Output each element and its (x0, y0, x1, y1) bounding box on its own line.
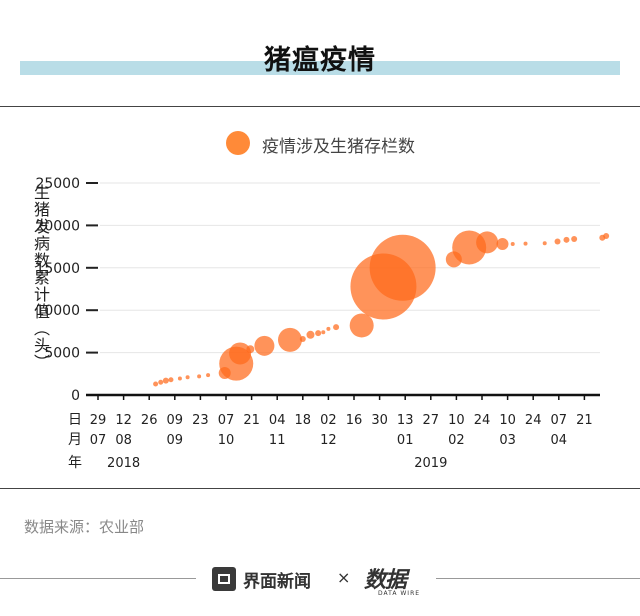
footer: 界面新闻 × 数据 DATA WIRE (0, 560, 640, 600)
x-day-label: 27 (423, 413, 440, 428)
x-day-label: 18 (295, 413, 312, 428)
bubble (197, 374, 202, 379)
legend-marker (226, 131, 250, 155)
bubble-chart: 0 5000 10000 15000 20000 25000 29 12 26 09 23 07 21… (35, 176, 610, 471)
x-day-label: 16 (346, 413, 363, 428)
bubble (315, 330, 322, 337)
x-day-label: 07 (218, 413, 235, 428)
bubble (206, 373, 211, 378)
axis-prefix-label: 年 (68, 455, 82, 471)
axis-prefix-label: 月 (68, 432, 82, 448)
x-day-label: 26 (141, 413, 158, 428)
x-month-label: 07 (90, 433, 107, 448)
x-month-label: 08 (115, 433, 132, 448)
bubble (158, 379, 164, 385)
divider-bottom (0, 488, 640, 489)
bubble (168, 377, 174, 383)
divider-top (0, 106, 640, 107)
bubble (496, 238, 509, 251)
y-tick-label: 5000 (44, 346, 80, 362)
bubble (476, 231, 499, 254)
bubble (542, 241, 547, 246)
bubble (177, 376, 182, 381)
axis-prefix-label: 日 (68, 412, 82, 428)
y-tick-label: 10000 (35, 303, 80, 319)
y-tick-label: 20000 (35, 218, 80, 234)
x-day-label: 09 (167, 413, 184, 428)
y-tick-label: 25000 (35, 176, 80, 192)
footer-line-right (436, 578, 640, 579)
x-month-label: 04 (551, 433, 568, 448)
partner-logo: 数据 (364, 568, 407, 593)
header: 猪瘟疫情 (0, 0, 640, 108)
x-day-label: 02 (320, 413, 337, 428)
x-day-label: 12 (115, 413, 132, 428)
bubble (299, 336, 306, 343)
bubble (571, 235, 578, 242)
x-month-label: 12 (320, 433, 337, 448)
bubble (563, 236, 570, 243)
partner-logo-sub: DATA WIRE (378, 590, 421, 597)
y-tick-label: 15000 (35, 261, 80, 277)
jiemian-brand: 界面新闻 (243, 572, 311, 592)
x-day-label: 21 (576, 413, 593, 428)
x-month-label: 03 (499, 433, 516, 448)
bubble (510, 242, 515, 247)
bubble (306, 330, 315, 339)
x-day-label: 29 (90, 413, 107, 428)
x-day-label: 24 (474, 413, 491, 428)
x-day-label: 10 (448, 413, 465, 428)
y-ticks: 0 5000 10000 15000 20000 25000 (35, 176, 98, 404)
title-band (20, 61, 620, 75)
bubble (326, 326, 331, 331)
bubbles (153, 230, 610, 387)
x-day-label: 24 (525, 413, 542, 428)
x-month-label: 01 (397, 433, 414, 448)
bubble (333, 324, 340, 331)
x-month-label: 09 (167, 433, 184, 448)
x-month-label: 02 (448, 433, 465, 448)
y-axis-label: 生猪发病数累计值（头） (31, 184, 50, 371)
bubble (229, 342, 252, 365)
x-tick-labels: 29 12 26 09 23 07 21 04 18 02 16 30 13 27 10 24 10 24 07 21… (68, 395, 593, 471)
page-title: 猪瘟疫情 (264, 45, 376, 76)
bubble (254, 335, 275, 356)
x-day-label: 23 (192, 413, 209, 428)
x-year-label: 2019 (414, 456, 447, 471)
x-year-label: 2018 (107, 456, 140, 471)
bubble (349, 313, 374, 338)
legend-label: 疫情涉及生猪存栏数 (262, 137, 415, 157)
collab-separator: × (337, 568, 351, 587)
x-month-label: 10 (218, 433, 235, 448)
grid (100, 182, 600, 354)
x-day-label: 13 (397, 413, 414, 428)
x-day-label: 04 (269, 413, 286, 428)
bubble (554, 238, 561, 245)
bubble (185, 375, 190, 380)
bubble (369, 234, 436, 301)
bubble (603, 233, 610, 239)
bubble (246, 345, 255, 354)
x-day-label: 30 (371, 413, 388, 428)
x-day-label: 10 (499, 413, 516, 428)
bubble (523, 241, 528, 246)
x-day-label: 21 (243, 413, 260, 428)
bubble (321, 330, 326, 335)
bubble (162, 377, 169, 384)
bubble (153, 381, 159, 387)
x-month-label: 11 (269, 433, 286, 448)
bubble (278, 327, 302, 352)
footer-line-left (0, 578, 196, 579)
y-tick-label: 0 (71, 388, 80, 404)
source-note: 数据来源：农业部 (24, 518, 145, 536)
jiemian-logo-icon (212, 567, 236, 591)
x-day-label: 07 (551, 413, 568, 428)
